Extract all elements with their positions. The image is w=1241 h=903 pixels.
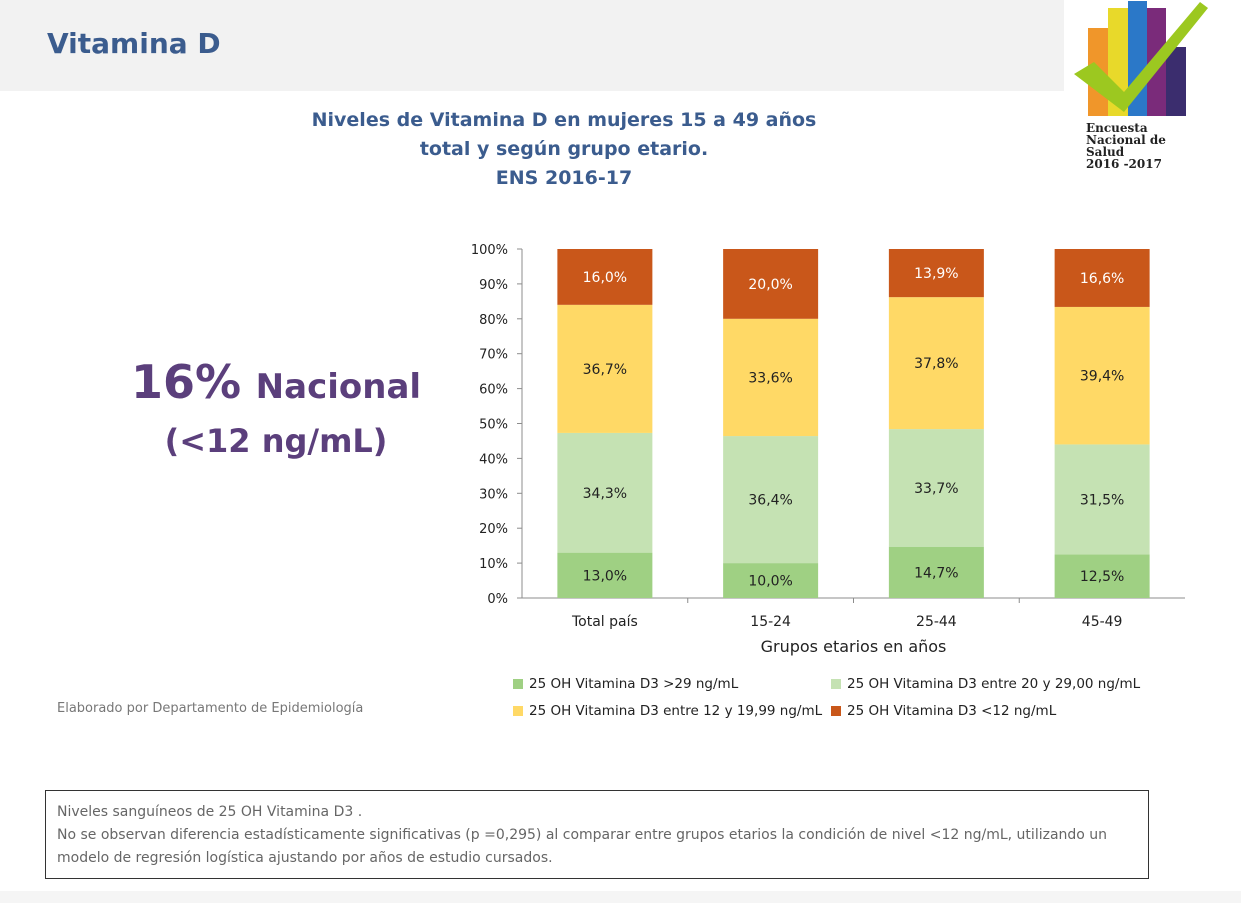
data-label: 33,6% [748, 370, 792, 386]
national-kpi: 16% Nacional (<12 ng/mL) [100, 355, 452, 468]
data-label: 39,4% [1080, 369, 1124, 385]
x-axis-title: Grupos etarios en años [761, 637, 947, 656]
data-label: 16,0% [583, 270, 627, 286]
category-label: Total país [571, 614, 638, 630]
legend-swatch [513, 706, 523, 716]
data-label: 13,9% [914, 266, 958, 282]
y-tick-label: 50% [479, 418, 508, 433]
bar-segment [723, 249, 819, 319]
chart-legend: 25 OH Vitamina D3 >29 ng/mL 25 OH Vitamin… [513, 676, 1193, 719]
y-tick-label: 60% [479, 383, 508, 398]
data-label: 36,4% [748, 493, 792, 509]
y-tick-label: 90% [479, 278, 508, 293]
category-label: 45-49 [1082, 614, 1123, 630]
bar-segment [1054, 554, 1150, 598]
chart-title: Niveles de Vitamina D en mujeres 15 a 49… [264, 106, 864, 193]
bar-segment [888, 297, 984, 430]
legend-swatch [831, 679, 841, 689]
bar-segment [557, 432, 653, 553]
legend-item: 25 OH Vitamina D3 entre 12 y 19,99 ng/mL [513, 703, 831, 719]
bar-segment [557, 249, 653, 305]
legend-item: 25 OH Vitamina D3 >29 ng/mL [513, 676, 831, 692]
data-label: 12,5% [1080, 569, 1124, 585]
note-line-1: Niveles sanguíneos de 25 OH Vitamina D3 … [57, 804, 363, 820]
bar-segment [1054, 306, 1150, 445]
y-tick-label: 80% [479, 313, 508, 328]
y-tick-label: 100% [471, 243, 508, 258]
legend-label: 25 OH Vitamina D3 entre 20 y 29,00 ng/mL [847, 676, 1141, 692]
legend-item: 25 OH Vitamina D3 entre 20 y 29,00 ng/mL [831, 676, 1193, 692]
legend-label: 25 OH Vitamina D3 entre 12 y 19,99 ng/mL [529, 703, 823, 719]
data-label: 33,7% [914, 481, 958, 497]
note-line-2: No se observan diferencia estadísticamen… [57, 827, 1108, 843]
chart-title-line-2: total y según grupo etario. [419, 138, 709, 160]
category-label: 15-24 [750, 614, 791, 630]
bar-segment [723, 563, 819, 598]
bar-segment [888, 249, 984, 298]
legend-label: 25 OH Vitamina D3 <12 ng/mL [847, 703, 1057, 719]
page-title: Vitamina D [47, 27, 221, 60]
category-label: 25-44 [916, 614, 957, 630]
y-tick-label: 70% [479, 348, 508, 363]
legend-label: 25 OH Vitamina D3 >29 ng/mL [529, 676, 739, 692]
data-label: 37,8% [914, 356, 958, 372]
data-label: 34,3% [583, 486, 627, 502]
kpi-label: Nacional [255, 367, 422, 407]
y-tick-label: 30% [479, 487, 508, 502]
chart-title-line-3: ENS 2016-17 [495, 167, 633, 189]
logo-text: Encuesta Nacional de Salud 2016 -2017 [1086, 121, 1166, 171]
data-label: 14,7% [914, 565, 958, 581]
bar-segment [888, 546, 984, 598]
bar-segment [723, 318, 819, 437]
bar-segment [888, 429, 984, 547]
bar-segment [1054, 444, 1150, 555]
legend-item: 25 OH Vitamina D3 <12 ng/mL [831, 703, 1193, 719]
y-tick-label: 0% [487, 592, 508, 607]
y-tick-label: 40% [479, 452, 508, 467]
bar-segment [723, 436, 819, 564]
bar-segment [557, 552, 653, 598]
kpi-value: 16% [130, 355, 242, 409]
data-label: 16,6% [1080, 271, 1124, 287]
kpi-unit: (<12 ng/mL) [164, 422, 388, 460]
chart-title-line-1: Niveles de Vitamina D en mujeres 15 a 49… [311, 109, 817, 131]
data-label: 31,5% [1080, 492, 1124, 508]
footer-band [0, 891, 1241, 903]
credit-text: Elaborado por Departamento de Epidemiolo… [57, 701, 364, 716]
y-tick-label: 10% [479, 557, 508, 572]
data-label: 36,7% [583, 362, 627, 378]
legend-swatch [831, 706, 841, 716]
ens-logo [1064, 0, 1212, 178]
data-label: 20,0% [748, 277, 792, 293]
note-line-3: modelo de regresión logística ajustando … [57, 850, 553, 866]
legend-swatch [513, 679, 523, 689]
data-label: 10,0% [748, 574, 792, 590]
bar-segment [1054, 249, 1150, 307]
header-band [0, 0, 1212, 91]
ens-logo-graphic [1074, 1, 1208, 116]
bar-segment [557, 304, 653, 433]
stacked-bar-chart: 0% 10% 20% 30% 40% 50% 60% 70% 80% 90% 100% 13,0% 34… [471, 243, 1185, 656]
data-label: 13,0% [583, 568, 627, 584]
note-box: Niveles sanguíneos de 25 OH Vitamina D3 … [45, 790, 1149, 879]
y-tick-label: 20% [479, 522, 508, 537]
